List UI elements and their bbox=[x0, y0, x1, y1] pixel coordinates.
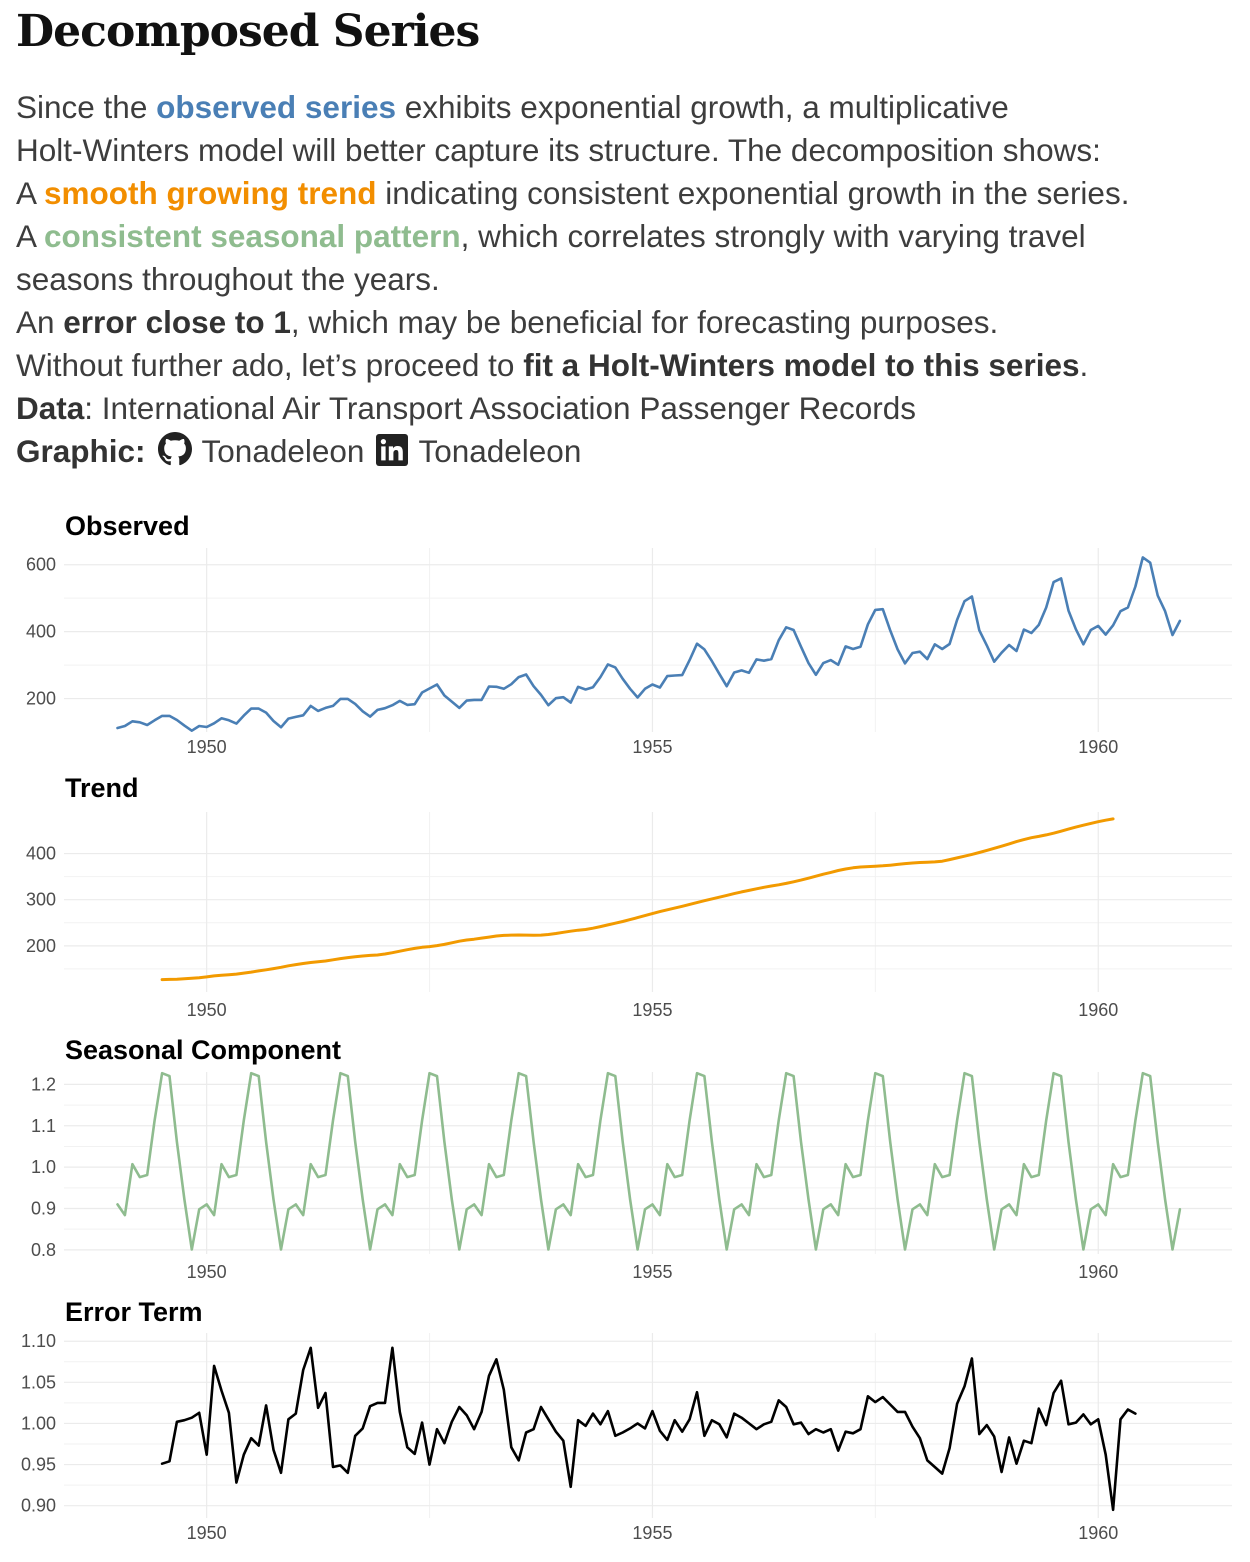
y-tick-label: 200 bbox=[26, 689, 56, 709]
y-tick-label: 1.0 bbox=[31, 1157, 56, 1177]
seasonal-panel: 1950 1955 1960 0.8 0.9 1.0 1.1 1.2 Seasonal Comp… bbox=[31, 1035, 1232, 1282]
y-tick-label: 1.10 bbox=[21, 1331, 56, 1351]
error-highlight: error close to 1 bbox=[63, 304, 291, 340]
description: Since the observed series exhibits expon… bbox=[16, 86, 1241, 477]
y-tick-label: 1.05 bbox=[21, 1372, 56, 1392]
description-line-3: A smooth growing trend indicating consis… bbox=[16, 175, 1130, 211]
description-line-2: Holt-Winters model will better capture i… bbox=[16, 132, 1101, 168]
error-panel: 1950 1955 1960 0.90 0.95 1.00 1.05 1.10 Error Te… bbox=[21, 1297, 1232, 1543]
github-icon[interactable] bbox=[157, 432, 192, 477]
observed-series-highlight: observed series bbox=[156, 89, 396, 125]
description-line-7: Without further ado, let’s proceed to fi… bbox=[16, 347, 1089, 383]
description-line-6: An error close to 1, which may be benefi… bbox=[16, 304, 999, 340]
y-tick-label: 300 bbox=[26, 890, 56, 910]
graphic-credits: Graphic: Tonadeleon Tonadeleon bbox=[16, 430, 1241, 477]
observed-panel: 1950 1955 1960 200 400 600 Observed bbox=[26, 511, 1232, 757]
error-panel-title: Error Term bbox=[65, 1297, 203, 1327]
page-title: Decomposed Series bbox=[16, 6, 480, 57]
trend-series-line bbox=[160, 817, 1115, 982]
y-tick-label: 1.2 bbox=[31, 1074, 56, 1094]
seasonal-series-line bbox=[116, 1071, 1182, 1251]
y-tick-label: 0.8 bbox=[31, 1240, 56, 1260]
x-tick-label: 1955 bbox=[632, 1262, 672, 1282]
graphic-label: Graphic: bbox=[16, 433, 146, 469]
x-tick-label: 1950 bbox=[187, 1262, 227, 1282]
x-tick-label: 1955 bbox=[632, 1523, 672, 1543]
fit-model-highlight: fit a Holt-Winters model to this series bbox=[523, 347, 1080, 383]
y-tick-label: 1.00 bbox=[21, 1413, 56, 1433]
x-tick-label: 1950 bbox=[187, 737, 227, 757]
trend-panel: 1950 1955 1960 200 300 400 Trend bbox=[26, 773, 1232, 1020]
y-tick-label: 200 bbox=[26, 936, 56, 956]
trend-panel-title: Trend bbox=[65, 773, 139, 803]
description-line-4: A consistent seasonal pattern, which cor… bbox=[16, 218, 1086, 254]
y-tick-label: 0.9 bbox=[31, 1199, 56, 1219]
seasonal-highlight: consistent seasonal pattern bbox=[44, 218, 461, 254]
linkedin-icon[interactable] bbox=[376, 434, 409, 477]
data-source: Data: International Air Transport Associ… bbox=[16, 390, 916, 426]
description-line-5: seasons throughout the years. bbox=[16, 261, 440, 297]
seasonal-panel-title: Seasonal Component bbox=[65, 1035, 341, 1065]
observed-series-line bbox=[116, 556, 1182, 733]
observed-panel-title: Observed bbox=[65, 511, 190, 541]
x-tick-label: 1960 bbox=[1078, 737, 1118, 757]
y-tick-label: 400 bbox=[26, 622, 56, 642]
trend-highlight: smooth growing trend bbox=[44, 175, 377, 211]
linkedin-handle[interactable]: Tonadeleon bbox=[418, 433, 582, 469]
x-tick-label: 1950 bbox=[187, 1000, 227, 1020]
y-tick-label: 0.95 bbox=[21, 1455, 56, 1475]
y-tick-label: 600 bbox=[26, 555, 56, 575]
y-tick-label: 400 bbox=[26, 844, 56, 864]
y-tick-label: 1.1 bbox=[31, 1116, 56, 1136]
x-tick-label: 1950 bbox=[187, 1523, 227, 1543]
x-tick-label: 1955 bbox=[632, 1000, 672, 1020]
x-tick-label: 1960 bbox=[1078, 1262, 1118, 1282]
error-series-line bbox=[160, 1346, 1137, 1512]
github-handle[interactable]: Tonadeleon bbox=[201, 433, 365, 469]
x-tick-label: 1955 bbox=[632, 737, 672, 757]
y-tick-label: 0.90 bbox=[21, 1496, 56, 1516]
x-tick-label: 1960 bbox=[1078, 1000, 1118, 1020]
x-tick-label: 1960 bbox=[1078, 1523, 1118, 1543]
description-line-1: Since the observed series exhibits expon… bbox=[16, 89, 1009, 125]
